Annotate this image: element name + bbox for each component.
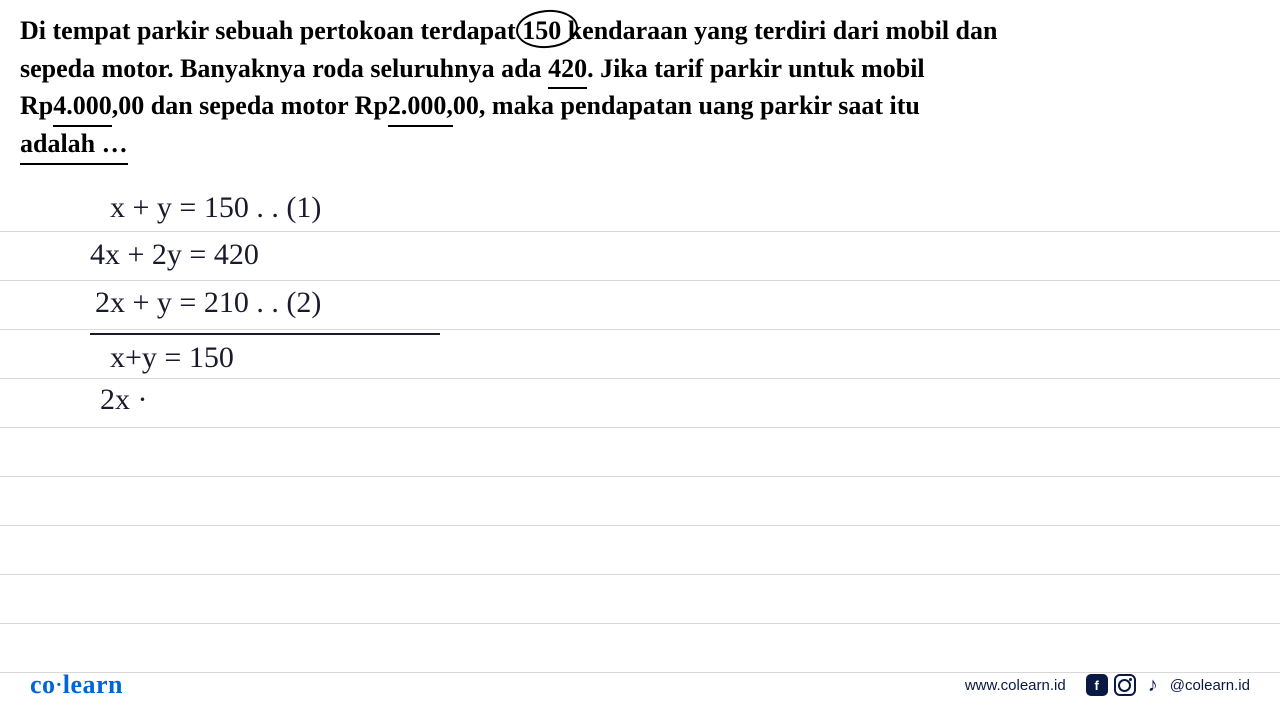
logo-dot: · xyxy=(56,674,63,696)
handwritten-equation-5: 2x · xyxy=(100,383,148,417)
instagram-icon xyxy=(1114,674,1136,696)
text-part: adalah … xyxy=(20,125,128,163)
logo: co·learn xyxy=(30,670,123,700)
text-part: Rp xyxy=(20,91,53,120)
text-part: Di tempat parkir sebuah pertokoan terdap… xyxy=(20,16,522,45)
handwritten-equation-4: x+y = 150 xyxy=(110,341,234,375)
logo-co: co xyxy=(30,670,56,699)
handwritten-equation-1: x + y = 150 . . (1) xyxy=(110,191,321,225)
handwritten-divider xyxy=(90,333,440,335)
text-part: kendaraan yang terdiri dari mobil dan xyxy=(561,16,997,45)
text-part: ,00 dan sepeda motor Rp xyxy=(112,91,388,120)
handwritten-equation-3: 2x + y = 210 . . (2) xyxy=(95,286,321,320)
question-line-4: adalah … xyxy=(20,125,1260,163)
text-part: 00, maka pendapatan uang parkir saat itu xyxy=(453,91,920,120)
question-text: Di tempat parkir sebuah pertokoan terdap… xyxy=(0,0,1280,168)
notebook-line xyxy=(0,477,1280,526)
underlined-number: 420 xyxy=(548,50,587,88)
question-line-3: Rp4.000,00 dan sepeda motor Rp2.000,00, … xyxy=(20,87,1260,125)
social-icons: f ♪ @colearn.id xyxy=(1086,674,1250,696)
notebook-line xyxy=(0,575,1280,624)
text-part: . Jika tarif parkir untuk mobil xyxy=(587,54,925,83)
text-part: sepeda motor. Banyaknya roda seluruhnya … xyxy=(20,54,548,83)
logo-learn: learn xyxy=(63,670,123,699)
social-handle: @colearn.id xyxy=(1170,677,1250,694)
tiktok-icon: ♪ xyxy=(1142,674,1164,696)
question-line-1: Di tempat parkir sebuah pertokoan terdap… xyxy=(20,12,1260,50)
circled-number: 150 xyxy=(522,12,561,50)
underlined-number: 4.000 xyxy=(53,87,112,125)
notebook-line xyxy=(0,379,1280,428)
facebook-icon: f xyxy=(1086,674,1108,696)
footer-right: www.colearn.id f ♪ @colearn.id xyxy=(965,674,1250,696)
question-line-2: sepeda motor. Banyaknya roda seluruhnya … xyxy=(20,50,1260,88)
website-url: www.colearn.id xyxy=(965,677,1066,694)
underlined-number: 2.000, xyxy=(388,87,453,125)
notebook-line xyxy=(0,428,1280,477)
notebook-line xyxy=(0,526,1280,575)
handwritten-equation-2: 4x + 2y = 420 xyxy=(90,238,259,272)
footer: co·learn www.colearn.id f ♪ @colearn.id xyxy=(0,650,1280,720)
notebook-area: x + y = 150 . . (1) 4x + 2y = 420 2x + y… xyxy=(0,183,1280,673)
